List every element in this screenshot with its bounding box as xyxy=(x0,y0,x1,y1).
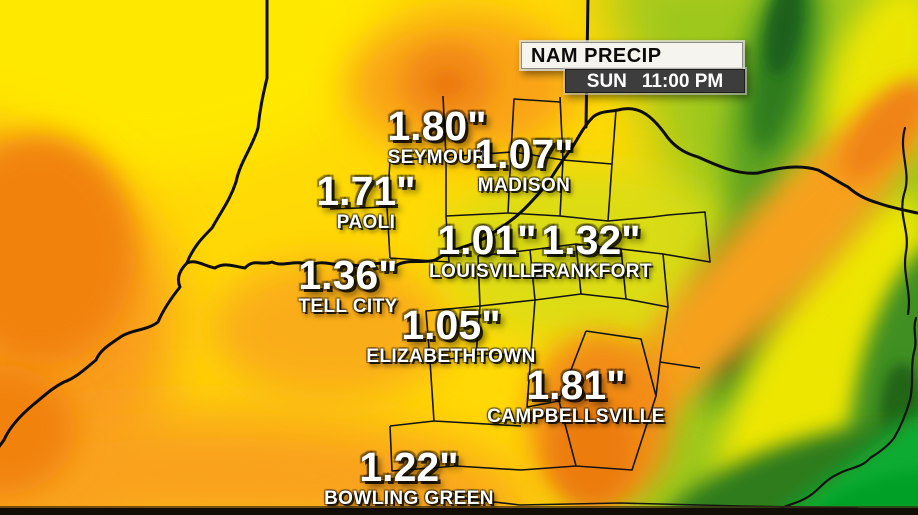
precip-value: 1.81" xyxy=(526,362,626,409)
state-border-river xyxy=(0,0,918,448)
valid-time: 11:00 PM xyxy=(641,71,724,92)
station-label-bowling-green: 1.22" BOWLING GREEN xyxy=(324,444,494,510)
precip-value: 1.01" xyxy=(437,217,537,264)
station-label-tell-city: 1.36" TELL CITY xyxy=(298,252,398,318)
bottom-edge-bar xyxy=(0,506,918,515)
city-name: ELIZABETHTOWN xyxy=(366,345,536,367)
city-name: FRANKFORT xyxy=(530,260,652,282)
station-label-campbellsville: 1.81" CAMPBELLSVILLE xyxy=(487,362,665,428)
city-name: BOWLING GREEN xyxy=(324,487,494,509)
precip-value: 1.05" xyxy=(401,302,501,349)
precip-value: 1.07" xyxy=(474,131,574,178)
product-title: NAM PRECIP xyxy=(521,42,743,69)
station-label-madison: 1.07" MADISON xyxy=(474,131,574,197)
valid-time-bar: SUN 11:00 PM xyxy=(565,69,745,93)
city-name: CAMPBELLSVILLE xyxy=(487,405,665,427)
city-name: SEYMOUR xyxy=(387,146,487,168)
station-label-elizabethtown: 1.05" ELIZABETHTOWN xyxy=(366,302,536,368)
title-box: NAM PRECIP SUN 11:00 PM xyxy=(521,42,747,93)
valid-day: SUN xyxy=(586,71,627,92)
station-label-paoli: 1.71" PAOLI xyxy=(316,168,416,234)
city-name: PAOLI xyxy=(336,211,396,233)
city-name: LOUISVILLE xyxy=(429,260,545,282)
precip-value: 1.32" xyxy=(541,217,641,264)
precip-value: 1.22" xyxy=(359,444,459,491)
station-label-louisville: 1.01" LOUISVILLE xyxy=(429,217,545,283)
city-name: TELL CITY xyxy=(298,295,398,317)
river-lines xyxy=(768,126,918,515)
precip-value: 1.36" xyxy=(298,252,398,299)
city-name: MADISON xyxy=(477,174,571,196)
product-title-text: NAM PRECIP xyxy=(531,45,662,67)
station-label-frankfort: 1.32" FRANKFORT xyxy=(530,217,652,283)
station-label-seymour: 1.80" SEYMOUR xyxy=(387,103,487,169)
precip-value: 1.80" xyxy=(387,103,487,150)
precip-value: 1.71" xyxy=(316,168,416,215)
